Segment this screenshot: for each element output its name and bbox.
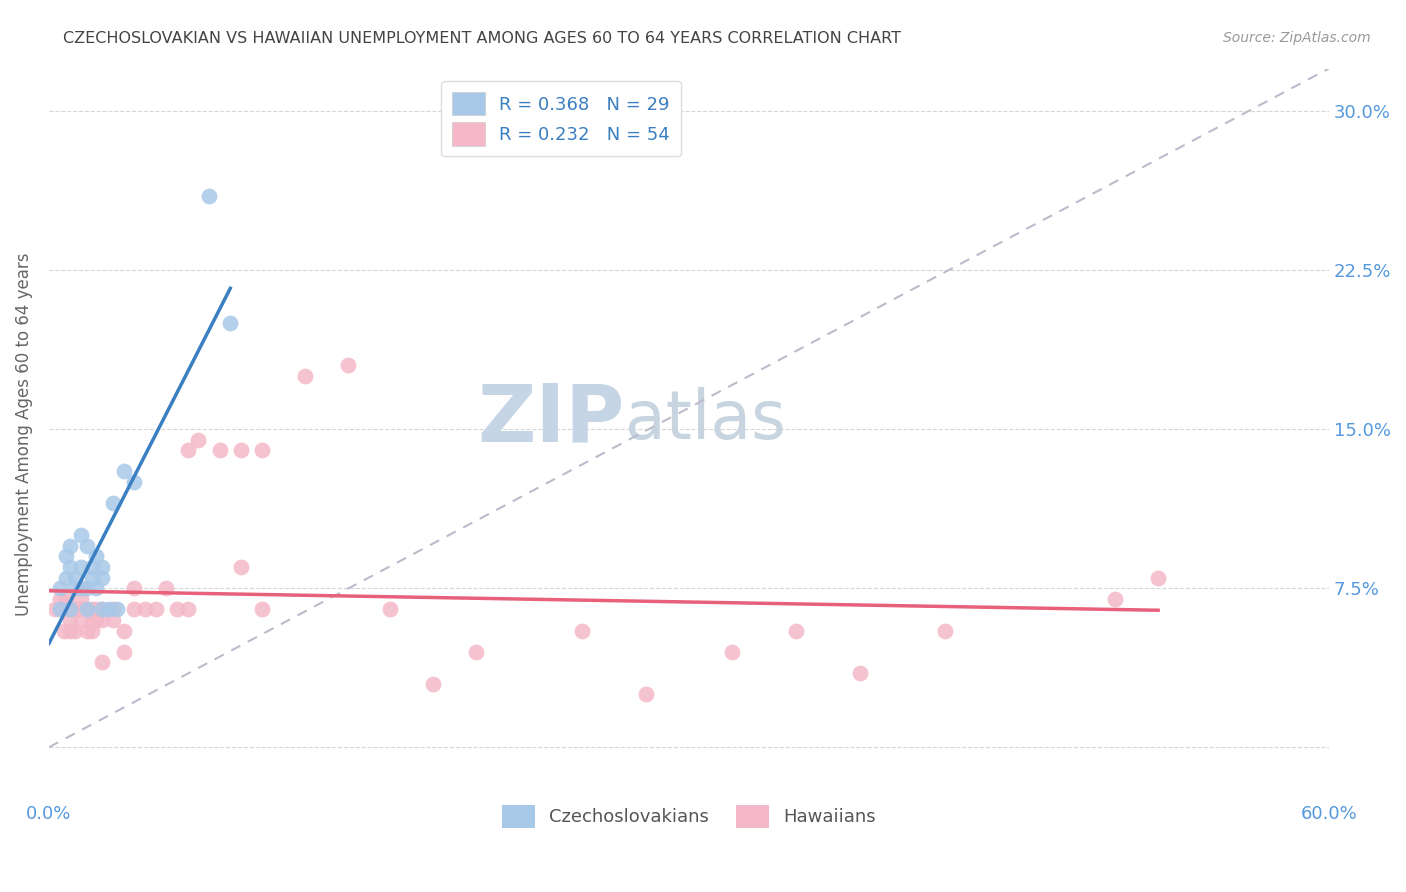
Point (422, 676, 444, 690)
Point (80, 570, 103, 584)
Point (124, 581, 146, 595)
Point (219, 316, 242, 330)
Point (59, 602, 82, 616)
Point (112, 645, 135, 659)
Point (59, 560, 82, 574)
Point (464, 645, 486, 659)
Point (112, 624, 135, 638)
Point (76, 602, 98, 616)
Point (70, 560, 93, 574)
Point (208, 443, 231, 458)
Point (294, 369, 316, 384)
Point (91, 602, 114, 616)
Point (198, 188, 221, 202)
Point (44, 602, 66, 616)
Point (63, 581, 86, 595)
Point (101, 613, 124, 627)
Point (63, 602, 86, 616)
Point (176, 443, 198, 458)
Point (91, 570, 114, 584)
Point (101, 602, 124, 616)
Point (84, 549, 107, 564)
Point (84, 613, 107, 627)
Point (1147, 570, 1170, 584)
Point (380, 602, 402, 616)
Point (70, 528, 93, 542)
Point (76, 624, 98, 638)
Point (155, 581, 177, 595)
Point (848, 665, 870, 680)
Point (70, 581, 93, 595)
Point (252, 602, 274, 616)
Point (252, 443, 274, 458)
Point (80, 613, 103, 627)
Point (112, 465, 135, 479)
Point (571, 624, 593, 638)
Point (80, 624, 103, 638)
Point (166, 602, 188, 616)
Point (105, 602, 128, 616)
Point (720, 645, 742, 659)
Point (76, 581, 98, 595)
Point (1104, 591, 1126, 606)
Text: ZIP: ZIP (478, 381, 624, 458)
Point (229, 443, 252, 458)
Point (101, 496, 124, 510)
Point (59, 624, 82, 638)
Point (76, 602, 98, 616)
Point (176, 602, 198, 616)
Point (52, 624, 75, 638)
Point (59, 539, 82, 553)
Point (76, 539, 98, 553)
Point (785, 624, 807, 638)
Point (63, 570, 86, 584)
Text: Source: ZipAtlas.com: Source: ZipAtlas.com (1223, 31, 1371, 45)
Point (124, 475, 146, 489)
Point (55, 591, 77, 606)
Point (187, 433, 209, 447)
Point (84, 581, 107, 595)
Point (636, 687, 658, 701)
Point (934, 624, 956, 638)
Legend: Czechoslovakians, Hawaiians: Czechoslovakians, Hawaiians (495, 797, 883, 835)
Text: atlas: atlas (624, 387, 786, 453)
Y-axis label: Unemployment Among Ages 60 to 64 years: Unemployment Among Ages 60 to 64 years (15, 252, 32, 616)
Point (48, 602, 70, 616)
Point (55, 549, 77, 564)
Point (91, 656, 114, 670)
Point (134, 602, 156, 616)
Point (55, 570, 77, 584)
Point (80, 560, 103, 574)
Point (84, 602, 107, 616)
Point (229, 560, 252, 574)
Point (63, 624, 86, 638)
Point (97, 602, 120, 616)
Point (70, 602, 93, 616)
Point (48, 581, 70, 595)
Point (70, 613, 93, 627)
Point (145, 602, 167, 616)
Point (91, 613, 114, 627)
Point (59, 613, 82, 627)
Point (48, 591, 70, 606)
Point (124, 602, 146, 616)
Text: CZECHOSLOVAKIAN VS HAWAIIAN UNEMPLOYMENT AMONG AGES 60 TO 64 YEARS CORRELATION C: CZECHOSLOVAKIAN VS HAWAIIAN UNEMPLOYMENT… (63, 31, 901, 46)
Point (336, 359, 359, 373)
Point (91, 560, 114, 574)
Point (59, 602, 82, 616)
Point (70, 591, 93, 606)
Point (70, 581, 93, 595)
Point (91, 602, 114, 616)
Point (80, 602, 103, 616)
